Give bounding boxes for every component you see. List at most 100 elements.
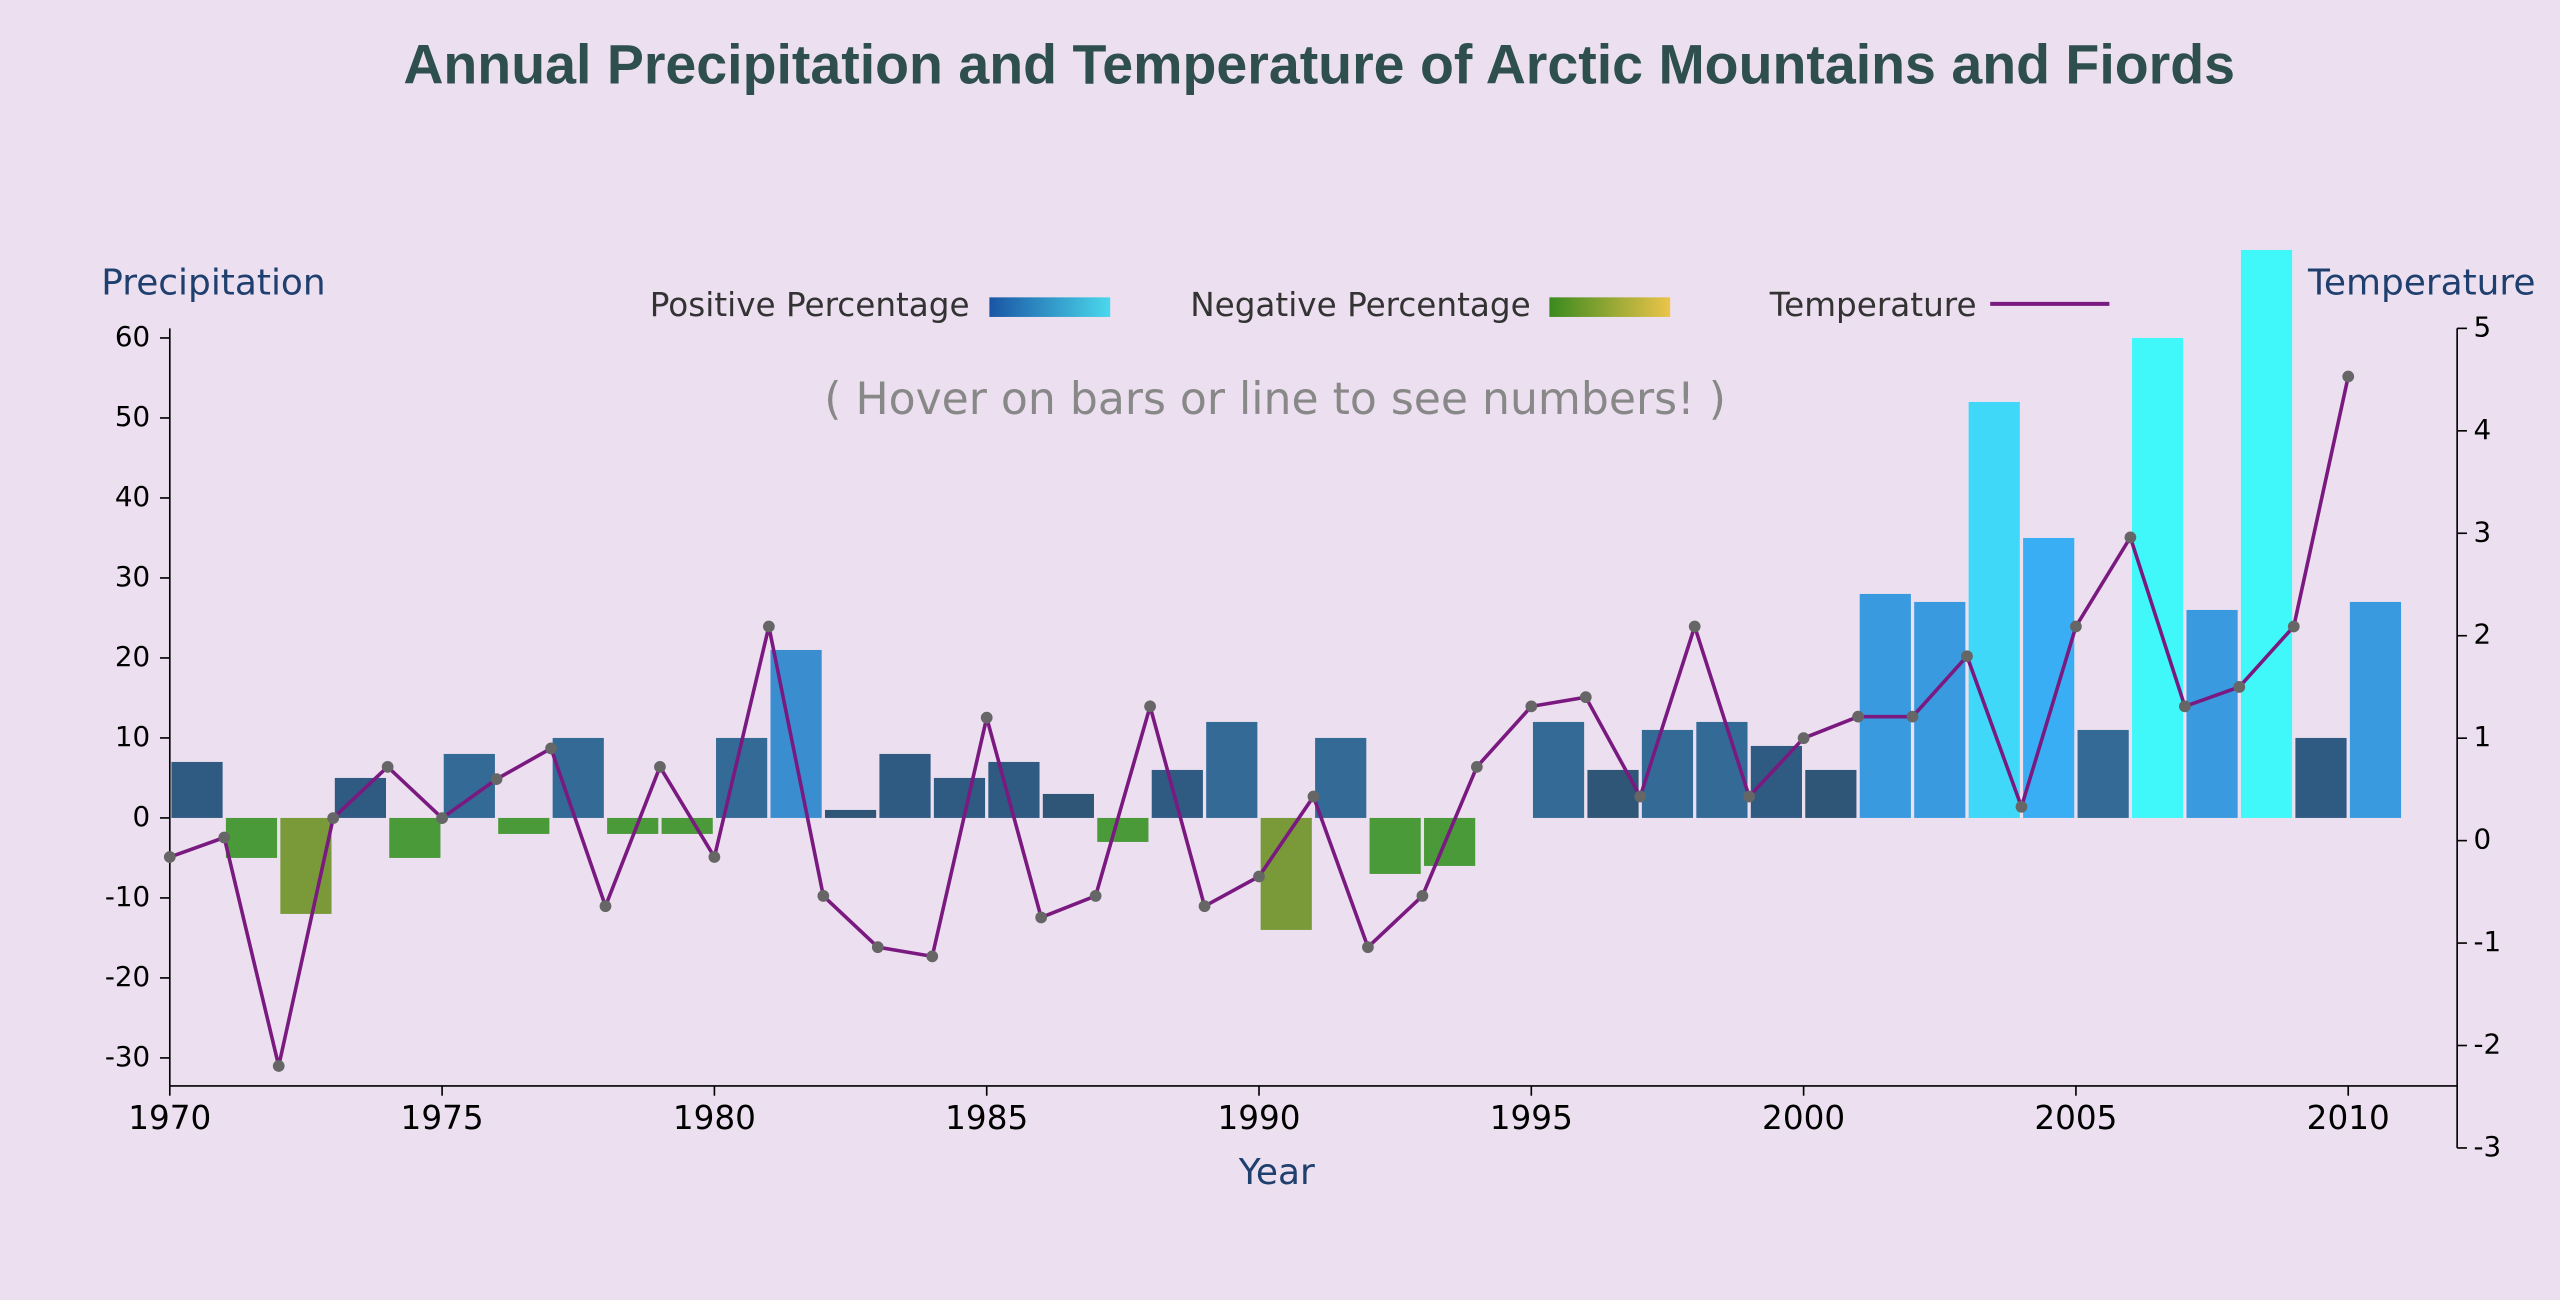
line-point — [1743, 790, 1756, 803]
line-point — [1416, 890, 1429, 902]
bar — [1042, 793, 1094, 818]
y-tick-label: 10 — [115, 720, 150, 753]
legend-swatch — [989, 297, 1111, 317]
annotation: ( Hover on bars or line to see numbers! … — [824, 374, 1726, 425]
bar — [2132, 337, 2184, 818]
bar — [389, 817, 441, 858]
line-point — [599, 900, 612, 913]
bar — [1369, 817, 1421, 874]
line-point — [762, 620, 775, 633]
legend-label: Temperature — [1769, 286, 1977, 324]
line-point — [1470, 760, 1483, 773]
y2-tick-label: -3 — [2473, 1130, 2501, 1163]
bar — [1914, 601, 1966, 818]
line-point — [1089, 890, 1102, 902]
line-point — [1961, 650, 1973, 663]
line-point — [1307, 790, 1320, 803]
x-tick-label: 1985 — [945, 1099, 1028, 1137]
legend-label: Positive Percentage — [650, 286, 970, 324]
y-tick-label: -30 — [105, 1040, 150, 1073]
bar — [988, 761, 1040, 818]
y-tick-label: 50 — [115, 400, 150, 433]
line-point — [817, 890, 830, 902]
line-point — [436, 812, 448, 824]
line-point — [1688, 620, 1701, 633]
x-tick-label: 1975 — [401, 1099, 484, 1137]
bar — [171, 761, 223, 818]
line-point — [2015, 800, 2028, 813]
y2-tick-label: -1 — [2473, 925, 2501, 958]
x-tick-label: 2005 — [2034, 1099, 2117, 1137]
line-point — [1579, 691, 1592, 704]
x-tick-label: 1995 — [1490, 1099, 1573, 1137]
y-tick-label: 60 — [115, 320, 150, 353]
line-point — [2124, 531, 2137, 544]
bar — [1532, 721, 1585, 818]
bar — [2349, 601, 2402, 818]
y2-tick-label: 1 — [2473, 720, 2491, 753]
x-tick-label: 1990 — [1217, 1099, 1300, 1137]
bar — [2240, 249, 2293, 818]
y2-tick-label: 3 — [2473, 515, 2491, 548]
y2-tick-label: 5 — [2473, 310, 2491, 343]
line-point — [1797, 732, 1810, 745]
line-point — [545, 742, 557, 755]
bar — [498, 817, 550, 834]
line-point — [1144, 700, 1156, 713]
line-point — [327, 812, 340, 824]
bar — [225, 817, 278, 858]
line-point — [1634, 790, 1647, 803]
y2-tick-label: 0 — [2473, 823, 2491, 856]
line-point — [1852, 710, 1864, 723]
line-point — [654, 760, 666, 773]
bar — [1805, 769, 1857, 818]
line-point — [1906, 710, 1919, 723]
bar — [1424, 817, 1476, 866]
chart-title: Annual Precipitation and Temperature of … — [403, 33, 2235, 95]
line-point — [926, 950, 939, 963]
bar — [661, 817, 713, 834]
x-tick-label: 1970 — [128, 1099, 211, 1137]
line-point — [218, 831, 231, 844]
bar — [933, 777, 986, 818]
legend-label: Negative Percentage — [1190, 286, 1530, 324]
line-point — [708, 851, 721, 863]
line-point — [381, 760, 394, 773]
x-axis-label: Year — [1238, 1152, 1315, 1193]
y-tick-label: 40 — [115, 480, 150, 513]
bar — [1859, 593, 1911, 818]
bar — [2295, 737, 2347, 818]
y-tick-label: -10 — [105, 880, 150, 913]
bar — [1641, 729, 1694, 818]
x-tick-label: 2010 — [2307, 1099, 2390, 1137]
bar — [1097, 817, 1149, 842]
line-point — [163, 851, 176, 863]
y-tick-label: 20 — [115, 640, 150, 673]
line-point — [2070, 620, 2082, 633]
line-point — [2178, 700, 2191, 713]
line-point — [1525, 700, 1538, 713]
x-tick-label: 1980 — [673, 1099, 756, 1137]
line-point — [490, 773, 503, 786]
y-axis-label: Precipitation — [101, 262, 325, 303]
bar — [1206, 721, 1258, 818]
x-tick-label: 2000 — [1762, 1099, 1845, 1137]
y-tick-label: 0 — [133, 800, 151, 833]
line-point — [1362, 941, 1374, 954]
bar — [1315, 737, 1367, 818]
line-point — [1198, 900, 1211, 913]
line-point — [980, 711, 993, 724]
bar — [716, 737, 768, 818]
bar — [1750, 745, 1802, 818]
y2-tick-label: -2 — [2473, 1028, 2501, 1061]
y-tick-label: -20 — [105, 960, 150, 993]
bar — [2186, 609, 2238, 818]
bar — [334, 777, 387, 818]
y2-tick-label: 2 — [2473, 618, 2491, 651]
bar — [824, 809, 877, 818]
line-point — [1035, 911, 1048, 924]
line-point — [2287, 620, 2300, 633]
bar — [1968, 401, 2020, 818]
line-point — [272, 1060, 285, 1072]
